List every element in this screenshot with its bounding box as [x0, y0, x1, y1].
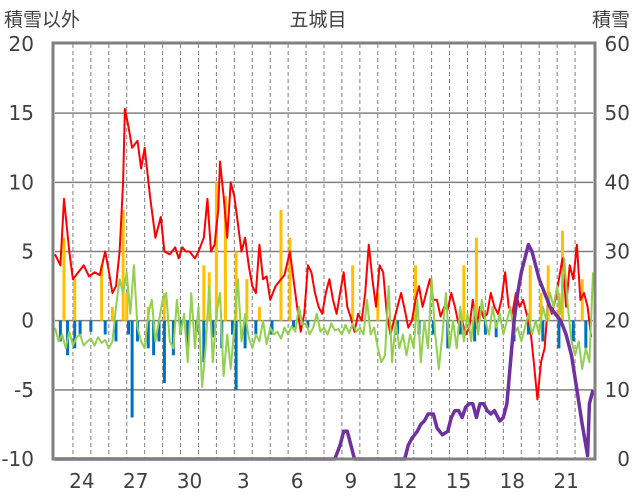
bar-0: [214, 182, 218, 321]
x-tick-label: 9: [345, 469, 358, 493]
bar-1: [494, 320, 498, 338]
bar-0: [376, 293, 380, 321]
line-series-group: [54, 108, 595, 461]
right-tick-label: 0: [617, 447, 630, 471]
bar-1: [152, 320, 156, 356]
bar-1: [557, 320, 561, 349]
left-tick-label: -10: [1, 447, 34, 471]
bar-1: [103, 320, 107, 335]
bar-1: [114, 320, 118, 342]
series-line-0: [54, 108, 593, 401]
bar-1: [243, 320, 247, 349]
bar-0: [413, 265, 417, 321]
bar-0: [162, 293, 166, 321]
bar-1: [431, 320, 435, 335]
bar-0: [539, 293, 543, 321]
gridlines: [55, 44, 593, 459]
x-tick-label: 27: [123, 469, 148, 493]
x-axis-ticks: 24 27 30 3 6 9 12 15 18 21: [69, 469, 579, 493]
bar-0: [474, 237, 478, 321]
bar-0: [73, 279, 77, 321]
bar-1: [306, 320, 310, 328]
bar-1: [146, 320, 150, 349]
series-line-2: [55, 242, 595, 461]
x-tick-label: 30: [177, 469, 202, 493]
right-tick-label: 20: [605, 309, 630, 333]
bar-1: [89, 320, 93, 332]
bar-0: [121, 210, 125, 321]
bar-0: [462, 265, 466, 321]
bar-1: [458, 320, 462, 335]
bar-0: [202, 265, 206, 321]
bar-0: [528, 265, 532, 321]
bar-1: [526, 320, 530, 335]
bar-1: [473, 320, 477, 342]
right-tick-label: 60: [605, 32, 630, 56]
x-tick-label: 15: [446, 469, 471, 493]
x-tick-label: 21: [553, 469, 578, 493]
plot-frame: [51, 41, 597, 461]
x-tick-label: 24: [69, 469, 94, 493]
bar-1: [254, 320, 258, 335]
bar-0: [100, 265, 104, 321]
right-tick-label: 50: [605, 101, 630, 125]
bar-0: [580, 279, 584, 321]
bar-1: [234, 320, 238, 390]
bar-1: [211, 320, 215, 338]
left-axis-title: 積雪以外: [4, 9, 80, 31]
bar-0: [257, 306, 261, 321]
x-tick-label: 12: [392, 469, 417, 493]
bar-1: [157, 320, 161, 342]
bar-1: [231, 320, 235, 335]
right-tick-label: 40: [605, 170, 630, 194]
bar-1: [270, 320, 274, 335]
right-tick-label: 10: [605, 378, 630, 402]
right-tick-label: 30: [605, 240, 630, 264]
right-axis-title: 積雪: [592, 9, 630, 31]
left-axis-ticks: 20 15 10 5 0 -5 -10: [1, 32, 34, 471]
x-tick-label: 6: [291, 469, 304, 493]
bar-0: [351, 265, 355, 321]
bar-0: [110, 306, 114, 321]
left-tick-label: 20: [9, 32, 34, 56]
bar-0: [125, 293, 129, 321]
chart-title: 五城目: [289, 9, 346, 31]
right-axis-ticks: 60 50 40 30 20 10 0: [605, 32, 630, 471]
bar-1: [483, 320, 487, 335]
left-tick-label: 5: [21, 240, 34, 264]
bar-0: [234, 251, 238, 321]
bar-0: [245, 279, 249, 321]
x-tick-label: 3: [237, 469, 250, 493]
bar-1: [292, 320, 296, 328]
left-tick-label: 15: [9, 101, 34, 125]
bar-1: [202, 320, 206, 363]
bar-1: [186, 320, 190, 349]
bar-1: [541, 320, 545, 342]
bar-1: [78, 320, 82, 335]
left-tick-label: -5: [14, 378, 34, 402]
bar-1: [127, 320, 131, 335]
series-line-1: [54, 257, 594, 389]
bar-0: [546, 265, 550, 321]
bar-0: [223, 196, 227, 321]
bar-1: [584, 320, 588, 349]
x-tick-label: 18: [500, 469, 525, 493]
bar-1: [73, 320, 77, 349]
bar-0: [288, 237, 292, 321]
bar-1: [130, 320, 134, 418]
left-tick-label: 10: [9, 170, 34, 194]
bar-1: [58, 320, 62, 342]
bar-1: [162, 320, 166, 383]
bar-0: [62, 237, 66, 321]
bar-1: [571, 320, 575, 342]
bar-0: [279, 210, 283, 321]
left-tick-label: 0: [21, 309, 34, 333]
bar-series-group: [58, 182, 588, 418]
